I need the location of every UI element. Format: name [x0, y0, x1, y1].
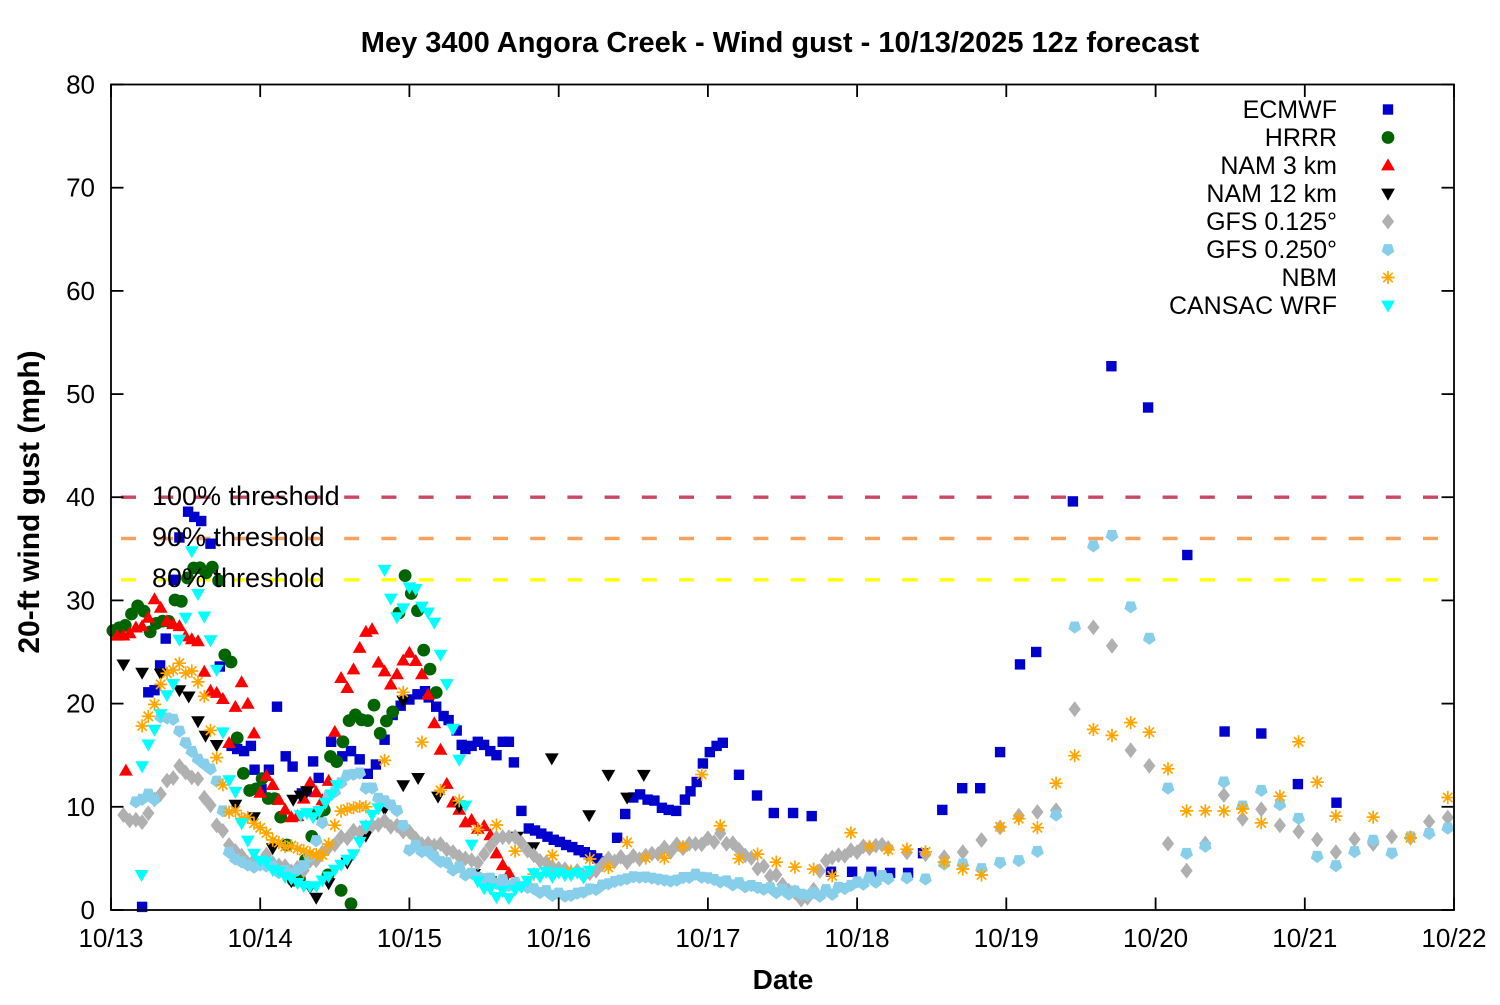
- svg-text:10/14: 10/14: [228, 923, 293, 953]
- svg-text:10: 10: [66, 792, 95, 822]
- svg-text:NAM 3 km: NAM 3 km: [1220, 152, 1337, 180]
- svg-text:20: 20: [66, 689, 95, 719]
- svg-text:10/15: 10/15: [377, 923, 442, 953]
- svg-text:60: 60: [66, 276, 95, 306]
- svg-text:10/21: 10/21: [1272, 923, 1337, 953]
- svg-text:10/13: 10/13: [78, 923, 143, 953]
- svg-text:70: 70: [66, 173, 95, 203]
- svg-text:10/18: 10/18: [825, 923, 890, 953]
- svg-text:10/22: 10/22: [1421, 923, 1486, 953]
- svg-text:30: 30: [66, 585, 95, 615]
- svg-text:NBM: NBM: [1281, 264, 1337, 292]
- svg-text:100% threshold: 100% threshold: [152, 481, 340, 511]
- svg-text:Date: Date: [753, 964, 814, 995]
- svg-text:GFS 0.250°: GFS 0.250°: [1206, 236, 1337, 264]
- svg-text:10/16: 10/16: [526, 923, 591, 953]
- svg-text:10/17: 10/17: [675, 923, 740, 953]
- svg-text:40: 40: [66, 482, 95, 512]
- svg-text:10/19: 10/19: [974, 923, 1039, 953]
- svg-text:0: 0: [81, 895, 95, 925]
- svg-text:10/20: 10/20: [1123, 923, 1188, 953]
- svg-text:90% threshold: 90% threshold: [152, 522, 325, 552]
- svg-text:20-ft wind gust (mph): 20-ft wind gust (mph): [13, 350, 46, 653]
- svg-text:NAM 12 km: NAM 12 km: [1206, 180, 1337, 208]
- svg-text:80% threshold: 80% threshold: [152, 563, 325, 593]
- svg-text:50: 50: [66, 379, 95, 409]
- svg-text:CANSAC WRF: CANSAC WRF: [1169, 292, 1337, 320]
- svg-text:GFS 0.125°: GFS 0.125°: [1206, 208, 1337, 236]
- svg-text:ECMWF: ECMWF: [1243, 96, 1337, 124]
- svg-text:Mey 3400 Angora Creek - Wind g: Mey 3400 Angora Creek - Wind gust - 10/1…: [361, 27, 1200, 59]
- svg-text:80: 80: [66, 70, 95, 100]
- svg-text:HRRR: HRRR: [1265, 124, 1337, 152]
